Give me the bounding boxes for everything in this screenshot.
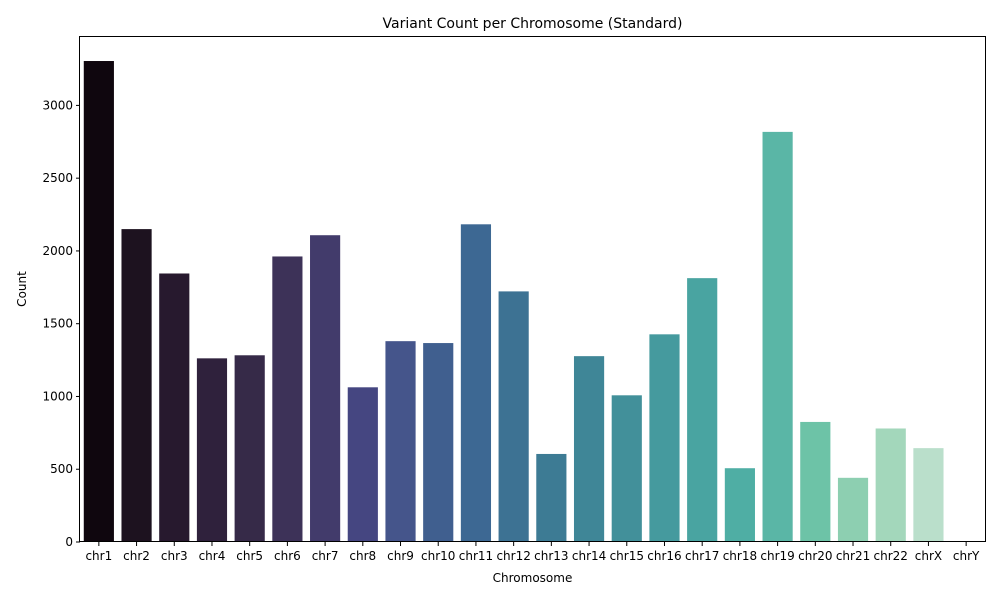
- bar-chr15: [611, 395, 642, 542]
- x-axis-label: Chromosome: [493, 571, 573, 585]
- x-tick-label: chr13: [534, 549, 568, 563]
- bar-chr3: [159, 273, 190, 542]
- x-tick-label: chr8: [349, 549, 376, 563]
- bar-chr4: [196, 358, 228, 542]
- y-tick-label: 0: [65, 535, 73, 549]
- x-tick-label: chr16: [647, 549, 681, 563]
- y-tick-label: 2500: [42, 171, 73, 185]
- y-tick-label: 2000: [42, 244, 73, 258]
- bar-chr7: [310, 235, 341, 543]
- x-tick-label: chr19: [760, 549, 794, 563]
- bar-chr6: [272, 256, 303, 542]
- x-tick-label: chrX: [915, 549, 942, 563]
- bar-chr17: [687, 278, 718, 542]
- bar-chr16: [649, 334, 680, 542]
- x-tick-label: chr12: [496, 549, 530, 563]
- bar-chr2: [121, 229, 152, 542]
- x-tick-label: chr18: [723, 549, 757, 563]
- x-tick-label: chr11: [459, 549, 493, 563]
- bar-chr8: [347, 387, 378, 542]
- x-tick-label: chrY: [953, 549, 980, 563]
- chart-title: Variant Count per Chromosome (Standard): [383, 16, 683, 32]
- x-tick-label: chr10: [421, 549, 455, 563]
- bar-chr5: [234, 355, 265, 542]
- bar-chr1: [83, 61, 114, 542]
- bar-chr20: [800, 421, 831, 542]
- bar-chr11: [460, 224, 492, 542]
- x-tick-label: chr17: [685, 549, 719, 563]
- bar-chr19: [762, 131, 793, 542]
- x-tick-label: chr22: [874, 549, 908, 563]
- y-axis-label: Count: [15, 271, 29, 307]
- bar-chr21: [837, 477, 869, 542]
- x-tick-label: chr9: [387, 549, 414, 563]
- x-tick-label: chr4: [199, 549, 226, 563]
- bar-chr10: [423, 343, 454, 542]
- x-tick-label: chr20: [798, 549, 832, 563]
- x-tick-label: chr15: [610, 549, 644, 563]
- bar-chr12: [498, 291, 529, 542]
- y-axis: 0 500 1000 1500 2000 2500 3000: [42, 98, 80, 549]
- bar-chrX: [913, 448, 944, 542]
- bar-chr13: [536, 453, 567, 542]
- x-axis: chr1 chr2 chr3 chr4 chr5 chr6 chr7 chr8 chr9 chr1…: [85, 542, 980, 563]
- bars-group: [83, 61, 944, 543]
- x-tick-label: chr14: [572, 549, 606, 563]
- x-tick-label: chr6: [274, 549, 301, 563]
- x-tick-label: chr7: [312, 549, 339, 563]
- x-tick-label: chr2: [123, 549, 150, 563]
- bar-chr9: [385, 341, 416, 542]
- x-tick-label: chr5: [236, 549, 263, 563]
- y-tick-label: 1500: [42, 317, 73, 331]
- x-tick-label: chr1: [85, 549, 112, 563]
- x-tick-label: chr21: [836, 549, 870, 563]
- bar-chr14: [573, 356, 605, 542]
- bar-chr22: [875, 428, 906, 542]
- plot-frame: [79, 36, 986, 542]
- bar-chr18: [724, 468, 755, 542]
- x-tick-label: chr3: [161, 549, 188, 563]
- y-tick-label: 500: [50, 462, 73, 476]
- y-tick-label: 1000: [42, 389, 73, 403]
- y-tick-label: 3000: [42, 98, 73, 112]
